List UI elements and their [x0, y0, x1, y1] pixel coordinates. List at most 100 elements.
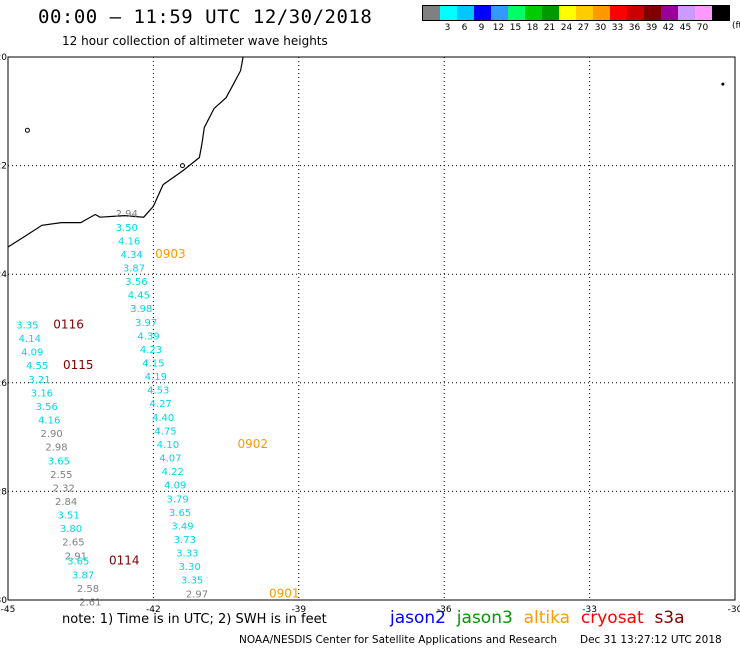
longitude-tick-label: -42 — [146, 605, 161, 615]
legend-swatch — [440, 6, 457, 20]
legend-swatch — [491, 6, 508, 20]
latitude-tick-label: 26 — [0, 379, 7, 389]
wave-height-label: 3.98 — [130, 304, 152, 315]
legend-swatch — [644, 6, 661, 20]
footer-timestamp: Dec 31 13:27:12 UTC 2018 — [580, 634, 722, 646]
latitude-tick-label: 30 — [0, 596, 7, 606]
wave-height-label: 4.23 — [140, 345, 162, 356]
latitude-tick-label: 20 — [0, 53, 7, 63]
legend-label: 3 — [444, 23, 451, 33]
pass-time-label: 0901 — [269, 586, 300, 600]
legend-label: 27 — [577, 23, 590, 33]
legend-label: 45 — [679, 23, 692, 33]
wave-height-label: 2.90 — [40, 429, 62, 440]
wave-height-label: 3.30 — [179, 562, 201, 573]
wave-height-label: 2.55 — [50, 470, 72, 481]
wave-height-label: 4.15 — [142, 359, 164, 370]
pass-time-label: 0902 — [237, 437, 268, 451]
legend-swatch — [695, 6, 712, 20]
legend-label: 12 — [492, 23, 505, 33]
wave-height-label: 4.10 — [157, 440, 179, 451]
wave-height-label: 4.40 — [152, 413, 174, 424]
map-subtitle: 12 hour collection of altimeter wave hei… — [62, 34, 328, 48]
longitude-tick-label: -30 — [728, 605, 740, 615]
wave-height-label: 3.87 — [123, 263, 145, 274]
island-marker — [179, 163, 185, 169]
satellite-name-altika: altika — [523, 608, 581, 628]
latitude-tick-label: 28 — [0, 487, 7, 497]
wave-height-label: 2.91 — [65, 551, 87, 562]
wave-height-label: 3.80 — [60, 524, 82, 535]
wave-height-label: 4.53 — [147, 386, 169, 397]
island-marker — [721, 82, 725, 86]
legend-label: 36 — [628, 23, 641, 33]
legend-swatch — [576, 6, 593, 20]
wave-height-label: 2.61 — [79, 597, 101, 608]
island-marker — [24, 127, 30, 133]
legend-label: 39 — [645, 23, 658, 33]
legend-swatch — [678, 6, 695, 20]
footer-note: note: 1) Time is in UTC; 2) SWH is in fe… — [62, 612, 327, 627]
wave-height-label: 3.97 — [135, 318, 157, 329]
wave-height-label: 4.39 — [137, 331, 159, 342]
footer-credit: NOAA/NESDIS Center for Satellite Applica… — [239, 634, 557, 646]
satellite-name-jason2: jason2 — [390, 608, 457, 628]
satellite-legend: jason2 jason3 altika cryosat s3a — [390, 608, 685, 628]
wave-height-label: 4.75 — [154, 426, 176, 437]
wave-height-label: 2.94 — [116, 209, 138, 220]
wave-height-label: 2.65 — [62, 538, 84, 549]
wave-height-label: 3.56 — [36, 402, 58, 413]
satellite-name-cryosat: cryosat — [580, 608, 655, 628]
wave-height-label: 3.65 — [169, 508, 191, 519]
legend-swatch — [712, 6, 729, 20]
wave-height-label: 3.65 — [48, 456, 70, 467]
wave-height-label: 3.65 — [67, 557, 89, 568]
longitude-tick-label: -39 — [291, 605, 306, 615]
wave-height-label: 2.32 — [53, 483, 75, 494]
legend-swatch — [457, 6, 474, 20]
wave-height-label: 3.50 — [116, 223, 138, 234]
wave-height-label: 2.84 — [55, 497, 77, 508]
wave-height-label: 3.56 — [125, 277, 147, 288]
wave-height-label: 4.27 — [150, 399, 172, 410]
wave-height-label: 4.14 — [19, 334, 41, 345]
legend-swatch — [627, 6, 644, 20]
color-legend: 3 6 9 12 15 18 21 24 27 30 33 36 39 42 45 70 — [422, 5, 730, 37]
legend-label: 21 — [543, 23, 556, 33]
legend-swatch — [593, 6, 610, 20]
map-title: 00:00 – 11:59 UTC 12/30/2018 — [38, 6, 373, 28]
wave-height-label: 3.49 — [171, 521, 193, 532]
wave-height-label: 2.58 — [77, 584, 99, 595]
pass-time-label: 0115 — [63, 358, 94, 372]
legend-labels: 3 6 9 12 15 18 21 24 27 30 33 36 39 42 45 70 — [422, 23, 730, 37]
legend-swatch — [423, 6, 440, 20]
latitude-tick-label: 24 — [0, 270, 7, 280]
legend-label: 33 — [611, 23, 624, 33]
pass-time-label: 0114 — [109, 554, 140, 568]
wave-height-label: 3.35 — [16, 321, 38, 332]
legend-label: 42 — [662, 23, 675, 33]
legend-swatch — [559, 6, 576, 20]
wave-height-label: 3.33 — [176, 549, 198, 560]
longitude-tick-label: -36 — [437, 605, 452, 615]
longitude-tick-label: -33 — [582, 605, 597, 615]
wave-height-label: 4.19 — [145, 372, 167, 383]
legend-swatch — [474, 6, 491, 20]
wave-height-label: 3.51 — [57, 511, 79, 522]
wave-height-label: 4.07 — [159, 454, 181, 465]
legend-label: 9 — [478, 23, 485, 33]
wave-height-label: 3.21 — [28, 375, 50, 386]
legend-color-bar — [422, 5, 730, 21]
wave-height-label: 4.45 — [128, 291, 150, 302]
wave-height-label: 4.34 — [120, 250, 142, 261]
legend-label: 6 — [461, 23, 468, 33]
legend-label: 15 — [509, 23, 522, 33]
wave-height-label: 2.98 — [45, 443, 67, 454]
longitude-tick-label: -45 — [1, 605, 16, 615]
wave-height-label: 3.35 — [181, 576, 203, 587]
map-frame — [7, 56, 736, 601]
legend-label: 18 — [526, 23, 539, 33]
coastline — [7, 56, 244, 248]
satellite-name-jason3: jason3 — [456, 608, 524, 628]
